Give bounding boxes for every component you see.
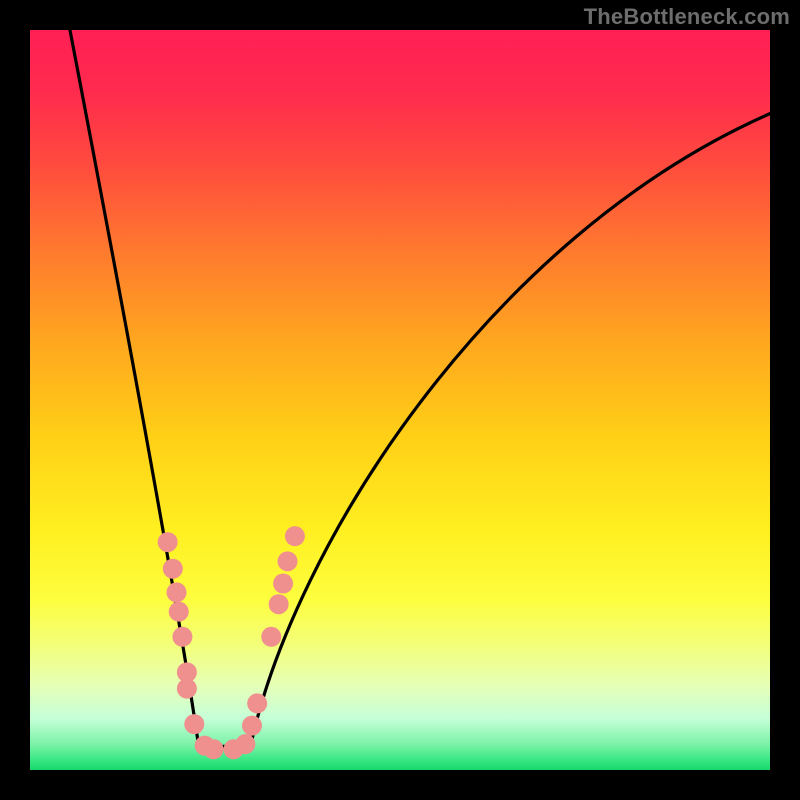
watermark-text: TheBottleneck.com [584,4,790,30]
data-marker [242,716,262,736]
data-marker [261,627,281,647]
data-marker [158,532,178,552]
data-marker [169,602,189,622]
data-marker [163,559,183,579]
data-marker [167,582,187,602]
chart-frame: TheBottleneck.com [0,0,800,800]
data-marker [172,627,192,647]
data-marker [247,693,267,713]
data-marker [204,739,224,759]
data-marker [285,526,305,546]
data-marker [177,679,197,699]
data-marker [278,551,298,571]
data-marker [235,734,255,754]
data-marker [273,574,293,594]
chart-svg [0,0,800,800]
data-marker [269,594,289,614]
data-marker [184,714,204,734]
